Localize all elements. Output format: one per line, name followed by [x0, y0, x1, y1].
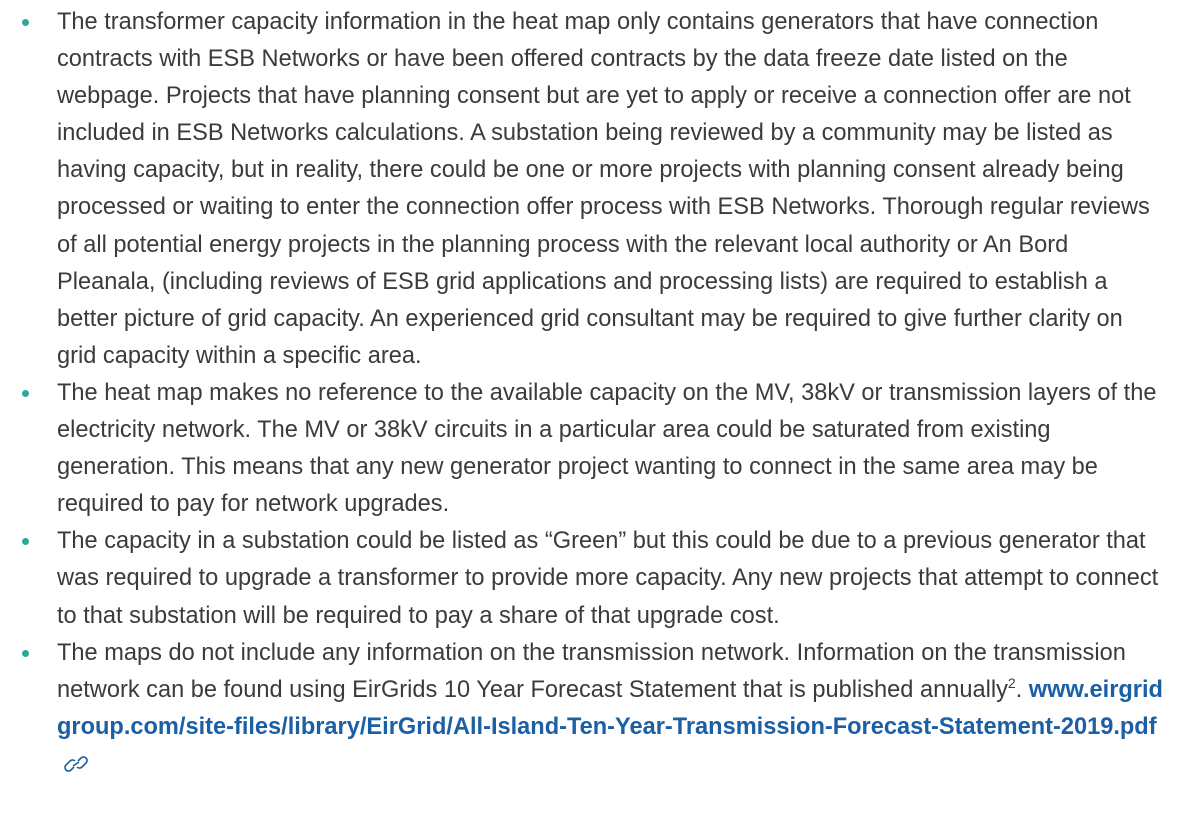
- punctuation: .: [1015, 676, 1023, 703]
- bullet-item: The capacity in a substation could be li…: [22, 523, 1166, 634]
- bullet-text: The heat map makes no reference to the a…: [57, 379, 1157, 518]
- bullet-list: The transformer capacity information in …: [22, 4, 1166, 783]
- bullet-text: The transformer capacity information in …: [57, 9, 1150, 369]
- footnote-ref: 2: [1007, 674, 1016, 691]
- bullet-text: The capacity in a substation could be li…: [57, 528, 1159, 629]
- link-icon: [64, 756, 88, 772]
- bullet-text: The maps do not include any information …: [57, 639, 1126, 703]
- bullet-item: The heat map makes no reference to the a…: [22, 375, 1166, 523]
- bullet-item: The transformer capacity information in …: [22, 4, 1166, 375]
- pdf-link[interactable]: www.eirgridgroup.com/site-files/library/…: [57, 676, 1163, 740]
- bullet-item: The maps do not include any information …: [22, 635, 1166, 783]
